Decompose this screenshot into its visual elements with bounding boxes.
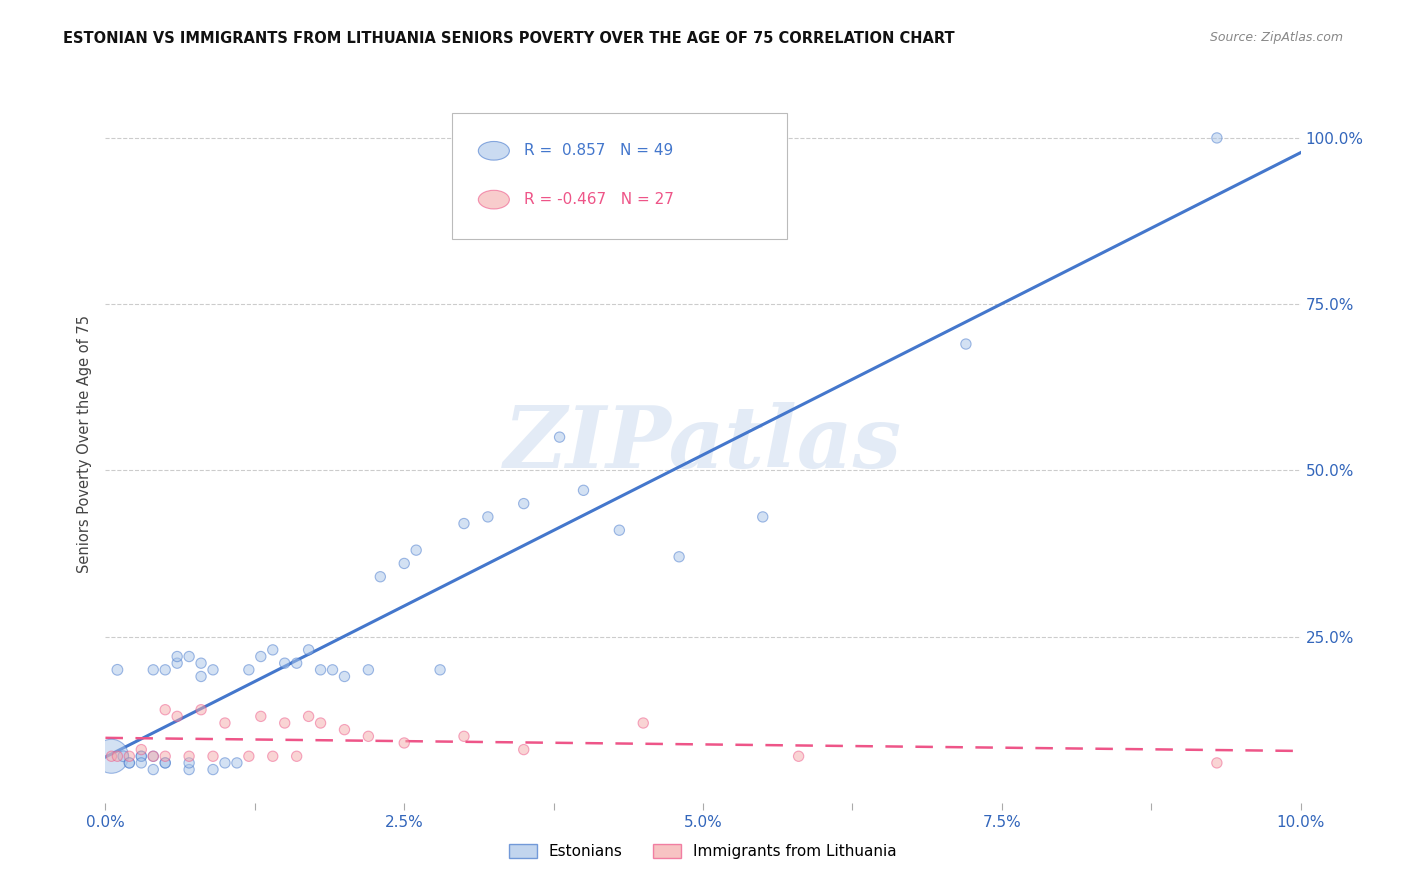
Point (177, 763, 201, 777)
Point (668, 549, 690, 564)
Text: Source: ZipAtlas.com: Source: ZipAtlas.com (1209, 31, 1343, 45)
Point (118, 749, 141, 764)
FancyBboxPatch shape (451, 113, 787, 239)
Point (405, 543, 427, 558)
Point (309, 663, 332, 677)
Point (129, 749, 153, 764)
Point (633, 716, 655, 731)
Point (155, 663, 177, 677)
Point (155, 756, 177, 770)
Point (429, 663, 451, 677)
Point (166, 656, 188, 670)
Point (190, 656, 212, 670)
Point (285, 749, 308, 764)
Text: ESTONIAN VS IMMIGRANTS FROM LITHUANIA SENIORS POVERTY OVER THE AGE OF 75 CORRELA: ESTONIAN VS IMMIGRANTS FROM LITHUANIA SE… (63, 31, 955, 46)
Point (285, 656, 308, 670)
Point (177, 649, 201, 664)
Point (357, 663, 380, 677)
Point (333, 723, 356, 737)
Point (513, 497, 536, 511)
Y-axis label: Seniors Poverty Over the Age of 75: Seniors Poverty Over the Age of 75 (77, 315, 93, 573)
Text: ZIPatlas: ZIPatlas (503, 402, 903, 485)
Point (453, 516, 475, 531)
Point (118, 756, 141, 770)
Point (202, 663, 225, 677)
Point (190, 703, 212, 717)
Point (129, 749, 153, 764)
Point (142, 749, 165, 764)
Point (394, 736, 416, 750)
Point (100, 749, 122, 764)
Point (177, 749, 201, 764)
Point (142, 763, 165, 777)
Circle shape (478, 142, 509, 161)
Point (166, 649, 188, 664)
Text: R =  0.857   N = 49: R = 0.857 N = 49 (524, 144, 673, 158)
Point (177, 756, 201, 770)
Point (155, 756, 177, 770)
Point (572, 483, 595, 498)
Point (214, 756, 236, 770)
Point (357, 729, 380, 743)
Point (100, 749, 122, 764)
Point (607, 523, 630, 537)
Point (394, 557, 416, 571)
Point (129, 756, 153, 770)
Point (225, 756, 249, 770)
Point (273, 716, 295, 731)
Point (107, 663, 129, 677)
Point (321, 663, 344, 677)
Point (250, 709, 273, 723)
Point (513, 742, 536, 756)
Point (118, 756, 141, 770)
Point (190, 669, 212, 683)
Point (142, 663, 165, 677)
Point (112, 749, 135, 764)
Point (129, 742, 153, 756)
Point (477, 509, 499, 524)
Point (298, 643, 321, 657)
Point (202, 763, 225, 777)
Point (368, 570, 391, 584)
Legend: Estonians, Immigrants from Lithuania: Estonians, Immigrants from Lithuania (502, 837, 904, 867)
Point (166, 709, 188, 723)
Point (273, 656, 295, 670)
Point (238, 663, 260, 677)
Point (238, 749, 260, 764)
Point (298, 709, 321, 723)
Point (250, 649, 273, 664)
Point (548, 430, 571, 444)
Circle shape (478, 190, 509, 209)
Point (107, 749, 129, 764)
Point (787, 749, 810, 764)
Point (1206, 756, 1229, 770)
Point (453, 729, 475, 743)
Point (309, 716, 332, 731)
Point (751, 509, 773, 524)
Point (955, 337, 977, 351)
Point (155, 749, 177, 764)
Point (1206, 131, 1229, 145)
Point (214, 716, 236, 731)
Point (155, 703, 177, 717)
Point (262, 643, 284, 657)
Point (142, 749, 165, 764)
Text: R = -0.467   N = 27: R = -0.467 N = 27 (524, 192, 673, 207)
Point (333, 669, 356, 683)
Point (202, 749, 225, 764)
Point (262, 749, 284, 764)
